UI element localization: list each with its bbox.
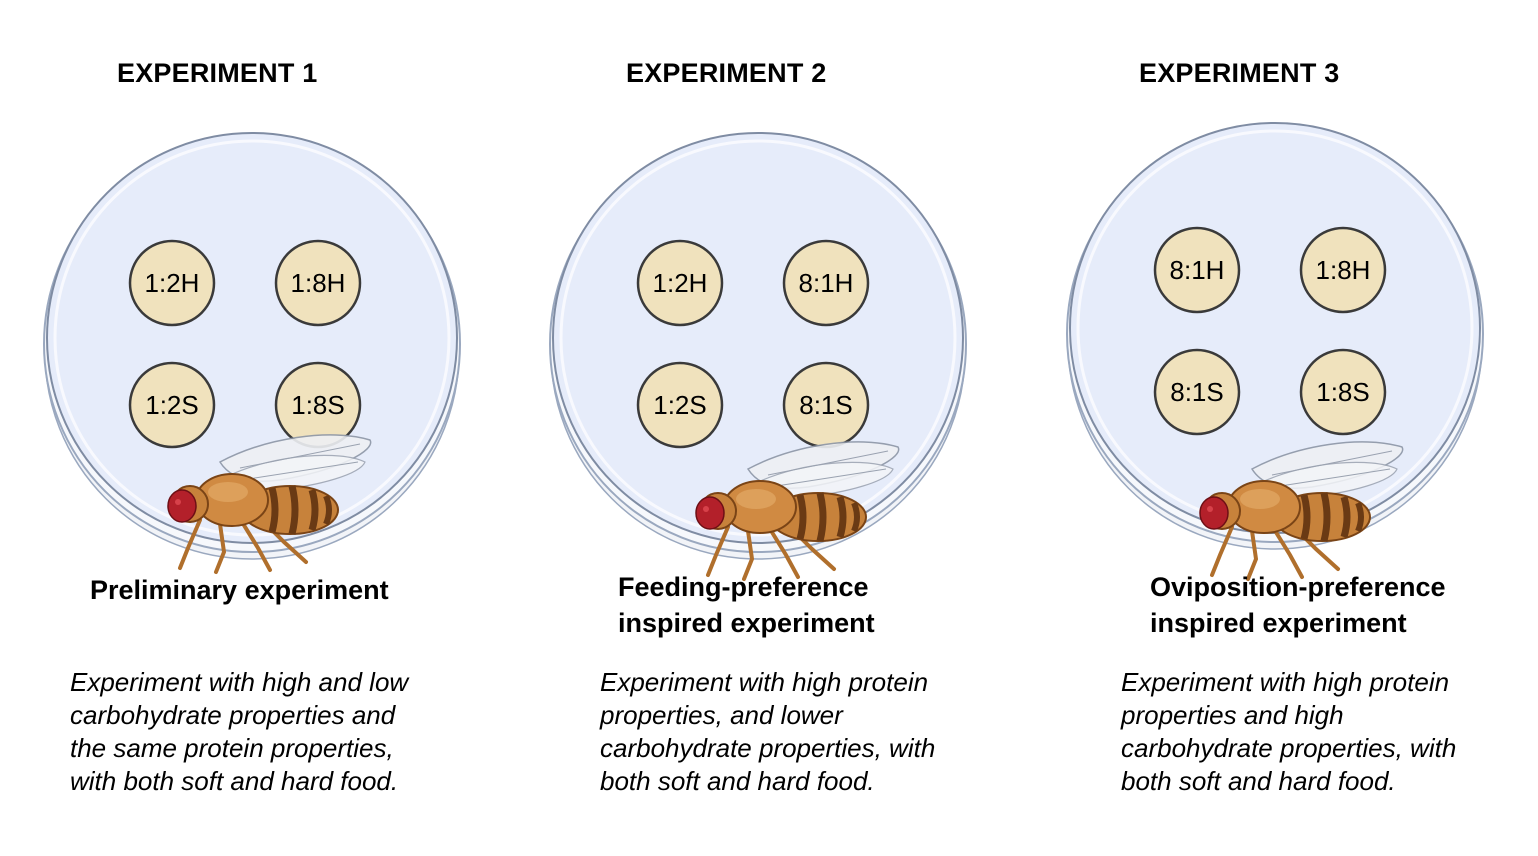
experiment-3-subtitle: Oviposition-preference inspired experime… xyxy=(1150,572,1446,638)
food-well-label: 1:8H xyxy=(291,268,346,298)
food-well-label: 8:1H xyxy=(1170,255,1225,285)
experiment-1-title: EXPERIMENT 1 xyxy=(117,58,318,88)
food-well-disc xyxy=(1153,348,1241,436)
food-well-disc xyxy=(128,239,216,327)
food-well-disc xyxy=(128,361,216,449)
food-well: 1:2H xyxy=(636,239,724,327)
food-well-label: 1:2H xyxy=(653,268,708,298)
food-well-disc xyxy=(1153,226,1241,314)
petri-dish-2: 1:2H 8:1H 1:2S 8:1S xyxy=(549,132,967,579)
food-well: 8:1H xyxy=(782,239,870,327)
food-well-disc xyxy=(274,239,362,327)
food-well-disc xyxy=(636,239,724,327)
petri-dish-3: 8:1H 1:8H 8:1S 1:8S xyxy=(1066,122,1484,579)
experiment-2-title: EXPERIMENT 2 xyxy=(626,58,827,88)
food-well-disc xyxy=(782,239,870,327)
experiment-1-subtitle: Preliminary experiment xyxy=(90,575,389,605)
food-well: 1:8S xyxy=(1299,348,1387,436)
food-well: 8:1H xyxy=(1153,226,1241,314)
experiment-2-subtitle: Feeding-preference inspired experiment xyxy=(618,572,875,638)
food-well-label: 1:2S xyxy=(653,390,707,420)
food-well: 1:2H xyxy=(128,239,216,327)
food-well-label: 1:2S xyxy=(145,390,199,420)
food-well: 1:8H xyxy=(274,239,362,327)
petri-dish-1: 1:2H 1:8H 1:2S 1:8S xyxy=(43,132,461,572)
experiment-3-title: EXPERIMENT 3 xyxy=(1139,58,1340,88)
food-well-label: 1:8H xyxy=(1316,255,1371,285)
food-well-label: 8:1S xyxy=(799,390,853,420)
food-well-label: 1:8S xyxy=(1316,377,1370,407)
food-well-label: 1:2H xyxy=(145,268,200,298)
food-well: 1:8S xyxy=(274,361,362,449)
food-well-disc xyxy=(636,361,724,449)
experiment-1-description: Experiment with high and low carbohydrat… xyxy=(70,667,409,796)
food-well-label: 8:1S xyxy=(1170,377,1224,407)
food-well-disc xyxy=(1299,348,1387,436)
food-well: 8:1S xyxy=(782,361,870,449)
food-well: 8:1S xyxy=(1153,348,1241,436)
food-well: 1:2S xyxy=(128,361,216,449)
food-well: 1:2S xyxy=(636,361,724,449)
food-well-label: 1:8S xyxy=(291,390,345,420)
food-well-disc xyxy=(1299,226,1387,314)
food-well-label: 8:1H xyxy=(799,268,854,298)
dish-highlight xyxy=(559,139,957,537)
food-well: 1:8H xyxy=(1299,226,1387,314)
experiment-3-description: Experiment with high protein properties … xyxy=(1121,667,1457,796)
experiment-2-description: Experiment with high protein properties,… xyxy=(600,667,936,796)
